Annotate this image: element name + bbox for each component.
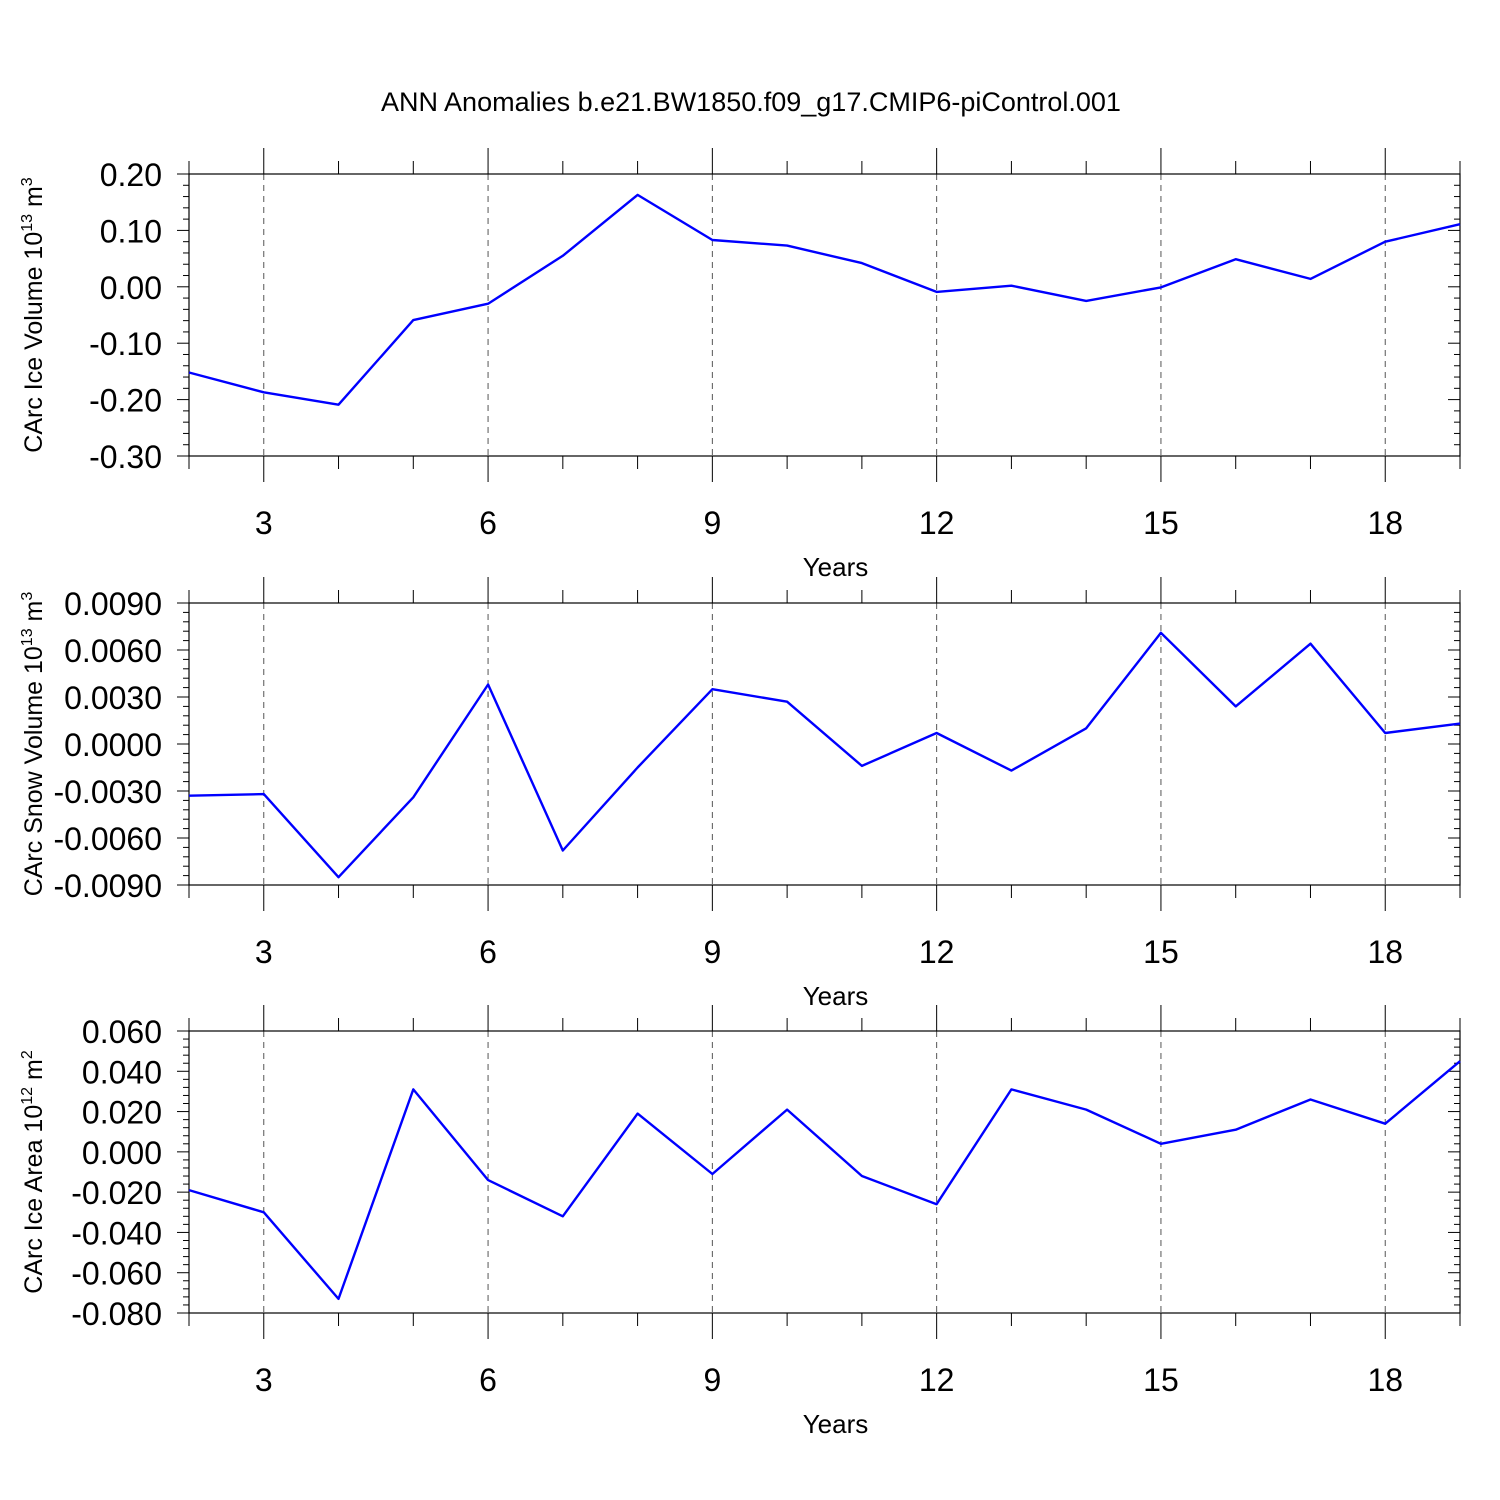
series-line — [188, 193, 1461, 406]
x-tick-label: 18 — [1367, 1362, 1403, 1398]
plot-frame — [188, 1030, 1461, 1314]
panels-group: 0.20 0.10 0.00 -0.10 -0.20 -0.30 3 6 9 12 15 18 Year… — [19, 148, 1461, 1439]
y-axis-label-part: 2 — [19, 1050, 36, 1059]
panel-3: 0.060 0.040 0.020 0.000 -0.020 -0.040 -0.060 -0… — [19, 1005, 1461, 1439]
series-line — [188, 631, 1461, 879]
x-tick-label: 15 — [1143, 934, 1179, 970]
y-axis-label-part: m — [20, 601, 48, 629]
y-axis-label-part: 13 — [19, 214, 36, 232]
x-tick-label: 6 — [479, 934, 497, 970]
y-axis-label-part: m — [20, 186, 48, 214]
y-tick-label: -0.060 — [71, 1256, 162, 1292]
x-tick-label: 12 — [919, 505, 955, 541]
x-axis-label: Years — [803, 1409, 869, 1439]
y-tick-label: -0.040 — [71, 1215, 162, 1251]
y-tick-label: 0.20 — [100, 157, 162, 193]
y-tick-label: 0.0090 — [64, 586, 162, 622]
y-tick-label: -0.20 — [89, 383, 162, 419]
y-tick-label: 0.0000 — [64, 727, 162, 763]
x-tick-label: 3 — [255, 934, 273, 970]
y-tick-label: 0.00 — [100, 270, 162, 306]
y-axis-label-part: 13 — [19, 628, 36, 646]
x-tick-label: 12 — [919, 934, 955, 970]
x-tick-label: 18 — [1367, 934, 1403, 970]
x-tick-label: 9 — [703, 934, 721, 970]
y-tick-label: -0.080 — [71, 1296, 162, 1332]
x-tick-label: 12 — [919, 1362, 955, 1398]
y-axis-label-part: 12 — [19, 1087, 36, 1105]
y-axis-label: CArc Ice Volume 1013 m3 — [19, 177, 48, 453]
figure-title: ANN Anomalies b.e21.BW1850.f09_g17.CMIP6… — [381, 87, 1121, 117]
x-tick-label: 9 — [703, 1362, 721, 1398]
plot-frame — [188, 173, 1461, 457]
y-tick-label: -0.0090 — [53, 868, 162, 904]
panel-1: 0.20 0.10 0.00 -0.10 -0.20 -0.30 3 6 9 12 15 18 Year… — [19, 148, 1461, 582]
series-line — [188, 1060, 1461, 1301]
y-axis-label-part: 3 — [19, 592, 36, 601]
y-tick-label: 0.020 — [82, 1095, 162, 1131]
plot-frame — [188, 602, 1461, 886]
y-axis-label-part: 3 — [19, 177, 36, 186]
x-tick-label: 15 — [1143, 1362, 1179, 1398]
panel-2: 0.0090 0.0060 0.0030 0.0000 -0.0030 -0.0060 -0… — [19, 577, 1461, 1011]
x-tick-label: 6 — [479, 505, 497, 541]
y-tick-label: 0.10 — [100, 213, 162, 249]
y-tick-label: -0.10 — [89, 326, 162, 362]
x-tick-label: 15 — [1143, 505, 1179, 541]
y-tick-label: 0.0060 — [64, 633, 162, 669]
y-axis-label-part: CArc Snow Volume 10 — [20, 646, 48, 896]
x-tick-label: 9 — [703, 505, 721, 541]
x-tick-label: 3 — [255, 1362, 273, 1398]
y-tick-label: 0.000 — [82, 1135, 162, 1171]
y-axis-label-part: CArc Ice Area 10 — [20, 1105, 48, 1294]
y-tick-label: 0.040 — [82, 1054, 162, 1090]
y-tick-label: 0.060 — [82, 1014, 162, 1050]
y-tick-label: -0.30 — [89, 439, 162, 475]
x-axis-label: Years — [803, 981, 869, 1011]
y-tick-label: 0.0030 — [64, 680, 162, 716]
y-tick-label: -0.0030 — [53, 774, 162, 810]
y-axis-label: CArc Snow Volume 1013 m3 — [19, 592, 48, 897]
x-tick-label: 3 — [255, 505, 273, 541]
x-tick-label: 6 — [479, 1362, 497, 1398]
x-tick-label: 18 — [1367, 505, 1403, 541]
y-axis-label-part: CArc Ice Volume 10 — [20, 232, 48, 453]
y-tick-label: -0.0060 — [53, 821, 162, 857]
y-tick-label: -0.020 — [71, 1175, 162, 1211]
x-axis-label: Years — [803, 552, 869, 582]
y-axis-label: CArc Ice Area 1012 m2 — [19, 1050, 48, 1294]
y-axis-label-part: m — [20, 1059, 48, 1087]
